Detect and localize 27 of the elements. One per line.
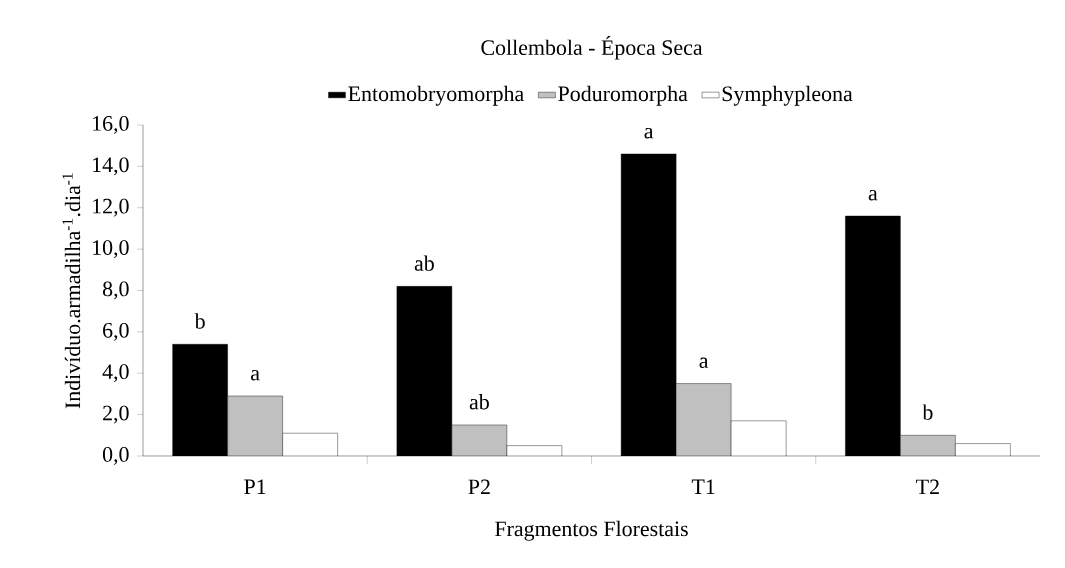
- x-tick-label: P2: [468, 479, 490, 494]
- annotation: b: [194, 313, 205, 329]
- legend-label: Symphypleona: [722, 85, 853, 106]
- annotation: a: [699, 357, 709, 369]
- annotation: ab: [414, 255, 434, 271]
- chart-title: Collembola - Época Seca: [481, 36, 703, 60]
- x-axis-title: Fragmentos Florestais: [495, 520, 688, 541]
- x-tick-label: T1: [691, 479, 715, 494]
- annotation: a: [644, 127, 654, 139]
- y-tick-label: 6,0: [103, 322, 129, 341]
- x-tick-label: T2: [916, 479, 939, 494]
- legend-label: Poduromorpha: [558, 85, 688, 106]
- annotation: ab: [469, 394, 489, 410]
- y-tick-label: 14,0: [93, 157, 129, 176]
- y-tick-label: 10,0: [93, 240, 129, 259]
- x-tick-label: P1: [244, 479, 266, 494]
- y-tick-label: 0,0: [102, 447, 129, 465]
- annotation: a: [251, 369, 260, 381]
- annotation: a: [868, 190, 878, 201]
- y-tick-label: 12,0: [93, 198, 129, 217]
- y-axis-title: Indivíduo.armadilha$^{-1}$.dia$^{-1}$: [62, 173, 81, 409]
- annotation: b: [922, 404, 933, 420]
- y-tick-label: 8,0: [102, 281, 129, 300]
- y-tick-label: 2,0: [103, 405, 129, 424]
- y-tick-label: 16,0: [93, 116, 129, 134]
- legend-label: Entomobryomorpha: [348, 85, 524, 106]
- y-tick-label: 4,0: [102, 364, 129, 383]
